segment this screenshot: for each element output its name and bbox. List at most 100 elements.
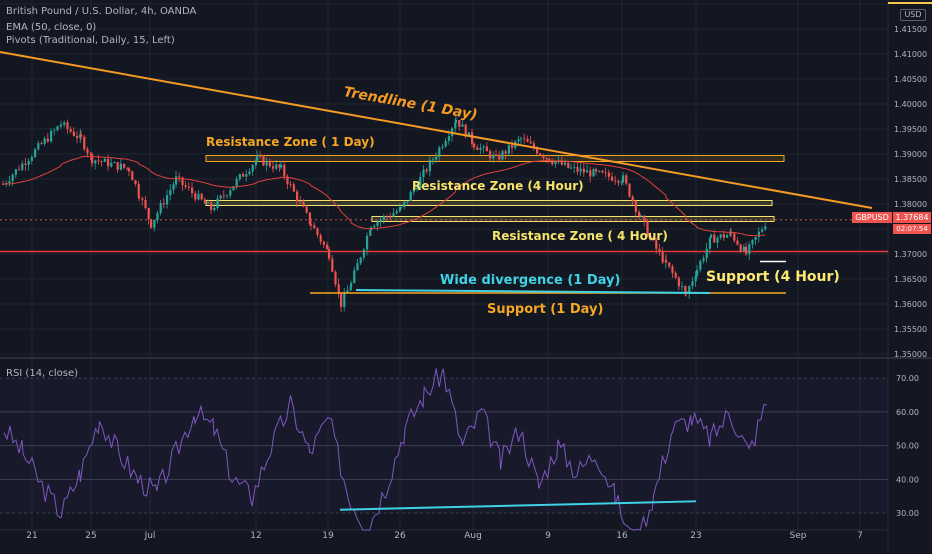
candle-body [586, 170, 589, 173]
candle-body [169, 189, 172, 196]
resistance-zone [205, 155, 785, 162]
candle-body [560, 160, 563, 165]
candle-body [398, 207, 401, 212]
candle-body [184, 185, 187, 187]
x-tick-label: Aug [464, 531, 482, 541]
candle-body [346, 290, 349, 294]
candle-body [362, 249, 365, 258]
divergence-price-line [355, 289, 711, 294]
candle-body [72, 131, 75, 136]
candle-body [461, 124, 464, 127]
candle-body [710, 234, 713, 238]
candle-body [272, 166, 275, 169]
candle-body [416, 188, 419, 190]
ema-line [2, 155, 766, 237]
candle-body [379, 219, 382, 222]
candle-body [226, 195, 229, 197]
candle-body [30, 157, 33, 161]
candle-body [340, 292, 343, 307]
candle-body [386, 216, 389, 217]
rsi-line [3, 367, 767, 531]
candle-body [748, 244, 751, 255]
candle-body [489, 151, 492, 159]
x-tick-label: 12 [250, 531, 261, 541]
candle-body [296, 191, 299, 202]
candle-body [668, 262, 671, 267]
currency-badge[interactable]: USD [900, 9, 926, 21]
candle-body [545, 157, 548, 159]
candle-body [134, 180, 137, 184]
rsi-indicator-label[interactable]: RSI (14, close) [6, 368, 79, 379]
candle-body [305, 206, 308, 213]
candle-body [91, 154, 94, 164]
candle-body [197, 193, 200, 200]
candle-body [473, 143, 476, 148]
candle-body [242, 174, 245, 177]
candle-body [138, 196, 141, 199]
candle-body [63, 122, 66, 125]
candle-body [428, 160, 431, 172]
candle-body [191, 187, 194, 194]
candle-body [259, 155, 262, 157]
candle-body [631, 196, 634, 202]
rsi-tick-label: 60.00 [896, 408, 919, 417]
candle-body [159, 203, 162, 214]
candle-body [435, 156, 438, 160]
candle-body [349, 286, 352, 291]
candle-body [646, 221, 649, 237]
candle-body [412, 188, 415, 192]
candle-body [350, 282, 353, 287]
candle-body [119, 163, 122, 170]
candle-body [251, 165, 254, 172]
candle-body [634, 201, 637, 212]
candle-body [708, 237, 711, 249]
candle-body [640, 215, 643, 217]
candle-body [564, 162, 567, 165]
candle-body [742, 246, 745, 252]
candle-body [235, 178, 238, 187]
candle-body [254, 160, 257, 166]
candle-body [162, 203, 165, 205]
candle-body [694, 275, 697, 282]
y-tick-label: 1.37000 [894, 250, 927, 259]
candle-body [322, 241, 325, 245]
candle-body [141, 198, 144, 200]
y-tick-label: 1.38000 [894, 200, 927, 209]
ema-indicator-label[interactable]: EMA (50, close, 0) [6, 22, 97, 33]
candle-body [353, 270, 356, 283]
candle-body [688, 286, 691, 294]
candle-body [573, 167, 576, 168]
candle-body [89, 153, 92, 155]
candle-body [444, 140, 447, 147]
candle-body [37, 143, 40, 150]
y-tick-label: 1.39000 [894, 150, 927, 159]
candle-body [726, 235, 729, 238]
divergence-label: Wide divergence (1 Day) [440, 273, 620, 288]
candle-body [116, 162, 119, 170]
candle-body [739, 244, 742, 252]
candle-body [150, 219, 153, 228]
divergence-rsi-line [339, 500, 697, 511]
candle-body [175, 176, 178, 185]
candle-body [757, 231, 760, 237]
candle-body [156, 213, 159, 221]
candle-body [471, 132, 474, 144]
candle-body [11, 174, 14, 182]
candle-body [200, 193, 203, 200]
candle-body [316, 228, 319, 236]
candle-body [286, 176, 289, 185]
candle-body [671, 266, 674, 273]
candle-body [308, 212, 311, 225]
candle-body [80, 134, 83, 137]
candle-body [60, 124, 63, 126]
pivots-indicator-label[interactable]: Pivots (Traditional, Daily, 15, Left) [6, 35, 175, 46]
candle-body [504, 151, 507, 154]
candle-body [334, 271, 337, 285]
candle-body [699, 261, 702, 270]
candle-body [638, 211, 641, 216]
support-4-hour-label: Support (4 Hour) [706, 269, 840, 285]
candle-body [395, 211, 398, 214]
candle-body [681, 286, 684, 287]
